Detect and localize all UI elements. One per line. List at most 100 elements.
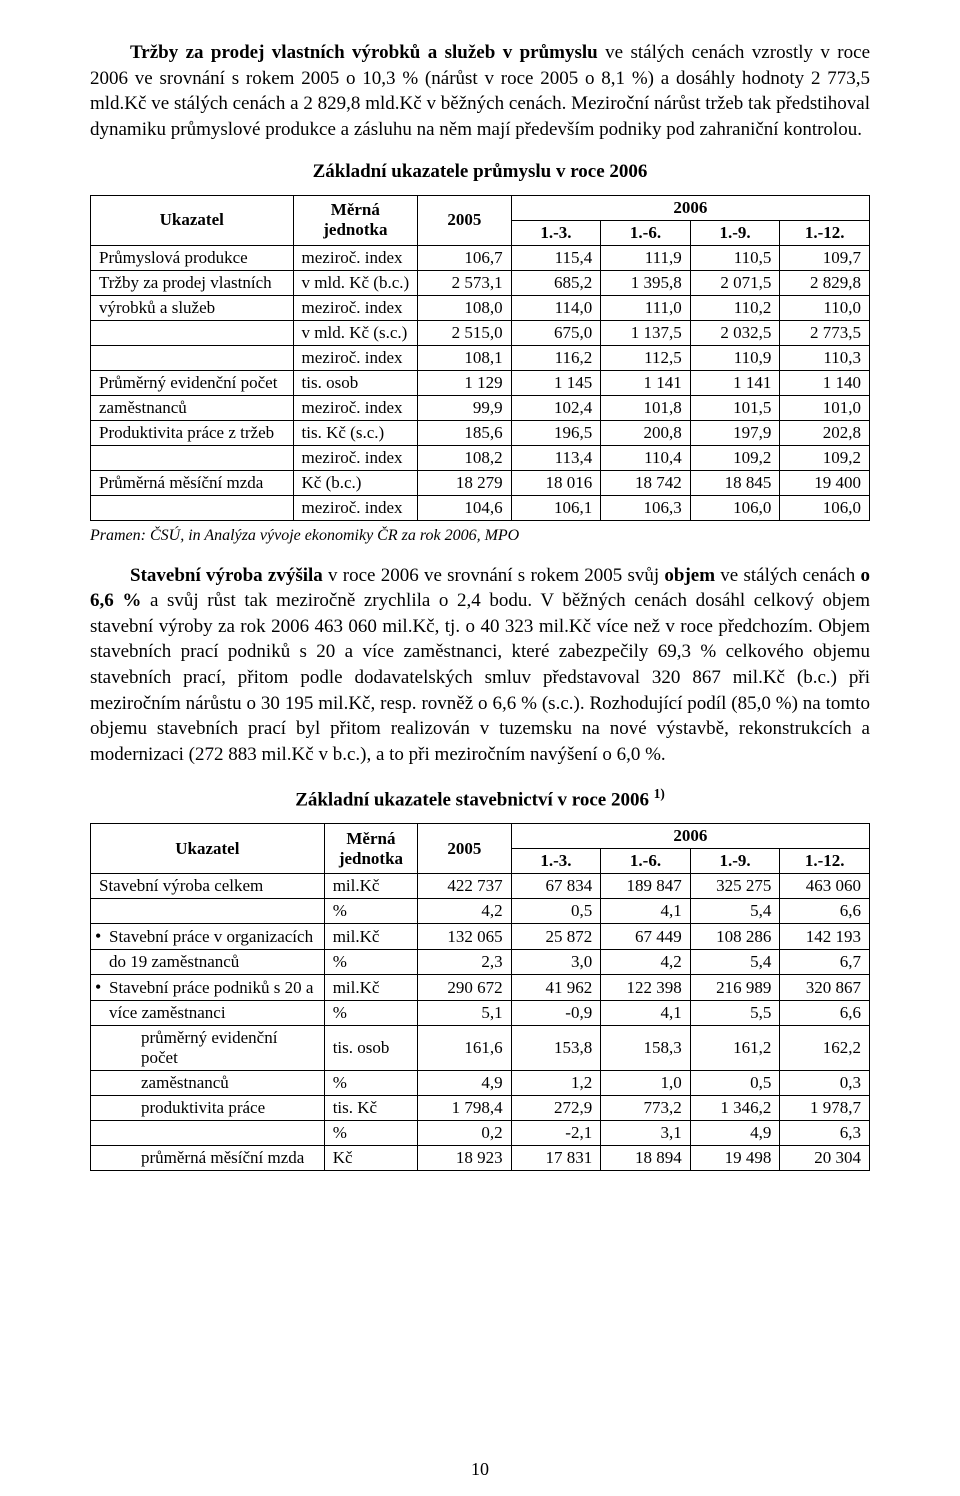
row-q3: 110,5 [690,245,780,270]
row-q2: 110,4 [601,445,691,470]
row-q4: 110,0 [780,295,870,320]
table-row: meziroč. index108,1116,2112,5110,9110,3 [91,345,870,370]
th2-q2: 1.-6. [601,849,691,874]
table-row: Průmyslová produkcemeziroč. index106,711… [91,245,870,270]
table-row: %0,2-2,13,14,96,3 [91,1121,870,1146]
row-q4: 6,6 [780,1001,870,1026]
table-row: Průměrná měsíční mzdaKč (b.c.)18 27918 0… [91,470,870,495]
row-q4: 463 060 [780,874,870,899]
row-q1: 25 872 [511,924,601,950]
row-q4: 2 773,5 [780,320,870,345]
row-q3: 2 032,5 [690,320,780,345]
row-q1: 3,0 [511,950,601,975]
row-label [91,445,294,470]
row-q4: 6,7 [780,950,870,975]
row-q3: 110,9 [690,345,780,370]
row-q1: 0,5 [511,899,601,924]
row-label: zaměstnanců [91,1071,325,1096]
row-label [91,345,294,370]
row-q3: 5,4 [690,950,780,975]
th2-q1: 1.-3. [511,849,601,874]
row-q2: 1,0 [601,1071,691,1096]
row-2005: 2 573,1 [418,270,511,295]
row-unit: mil.Kč [324,975,417,1001]
row-label: do 19 zaměstnanců [91,950,325,975]
row-2005: 2 515,0 [418,320,511,345]
row-q2: 112,5 [601,345,691,370]
table-row: více zaměstnanci%5,1-0,94,15,56,6 [91,1001,870,1026]
row-q2: 4,1 [601,899,691,924]
row-2005: 99,9 [418,395,511,420]
row-unit: % [324,1121,417,1146]
row-q4: 0,3 [780,1071,870,1096]
row-q1: 196,5 [511,420,601,445]
row-unit: % [324,1001,417,1026]
row-label: Tržby za prodej vlastních [91,270,294,295]
row-q3: 216 989 [690,975,780,1001]
paragraph-intro: Tržby za prodej vlastních výrobků a služ… [90,40,870,143]
row-q1: 113,4 [511,445,601,470]
row-unit: meziroč. index [293,295,418,320]
row-q1: 685,2 [511,270,601,295]
row-label: výrobků a služeb [91,295,294,320]
row-q4: 109,7 [780,245,870,270]
row-q4: 142 193 [780,924,870,950]
row-q1: -2,1 [511,1121,601,1146]
table-row: Stavební práce v organizacíchmil.Kč132 0… [91,924,870,950]
row-q1: 17 831 [511,1146,601,1171]
table-construction: Ukazatel Měrná jednotka 2005 2006 1.-3. … [90,823,870,1171]
row-unit: v mld. Kč (b.c.) [293,270,418,295]
row-q3: 101,5 [690,395,780,420]
row-2005: 4,2 [418,899,511,924]
row-q1: 67 834 [511,874,601,899]
row-label: průměrná měsíční mzda [91,1146,325,1171]
row-2005: 132 065 [418,924,511,950]
row-unit: meziroč. index [293,445,418,470]
row-q2: 111,9 [601,245,691,270]
row-2005: 4,9 [418,1071,511,1096]
row-q2: 4,1 [601,1001,691,1026]
row-q1: 153,8 [511,1026,601,1071]
table1-source: Pramen: ČSÚ, in Analýza vývoje ekonomiky… [90,527,870,545]
th2-2005: 2005 [418,824,511,874]
row-q3: 2 071,5 [690,270,780,295]
table2-title: Základní ukazatele stavebnictví v roce 2… [90,786,870,811]
row-q3: 108 286 [690,924,780,950]
row-q2: 4,2 [601,950,691,975]
row-unit: % [324,950,417,975]
th-2005: 2005 [418,195,511,245]
row-label: Produktivita práce z tržeb [91,420,294,445]
row-unit: v mld. Kč (s.c.) [293,320,418,345]
table-row: průměrná měsíční mzdaKč18 92317 83118 89… [91,1146,870,1171]
row-q4: 1 140 [780,370,870,395]
row-2005: 106,7 [418,245,511,270]
table-row: meziroč. index108,2113,4110,4109,2109,2 [91,445,870,470]
row-unit: Kč [324,1146,417,1171]
row-q2: 67 449 [601,924,691,950]
th2-ukazatel: Ukazatel [91,824,325,874]
row-q4: 320 867 [780,975,870,1001]
row-q3: 197,9 [690,420,780,445]
row-q2: 18 742 [601,470,691,495]
row-q3: 106,0 [690,495,780,520]
th-q3: 1.-9. [690,220,780,245]
table-row: Průměrný evidenční počettis. osob1 1291 … [91,370,870,395]
row-q2: 101,8 [601,395,691,420]
row-q4: 20 304 [780,1146,870,1171]
row-q2: 3,1 [601,1121,691,1146]
row-unit: meziroč. index [293,495,418,520]
row-unit: Kč (b.c.) [293,470,418,495]
row-label: Průměrný evidenční počet [91,370,294,395]
row-unit: % [324,899,417,924]
row-unit: mil.Kč [324,924,417,950]
th-q4: 1.-12. [780,220,870,245]
row-2005: 18 279 [418,470,511,495]
row-unit: meziroč. index [293,245,418,270]
table-row: Stavební výroba celkemmil.Kč422 73767 83… [91,874,870,899]
row-q2: 122 398 [601,975,691,1001]
row-q4: 1 978,7 [780,1096,870,1121]
row-2005: 108,0 [418,295,511,320]
row-q4: 101,0 [780,395,870,420]
table-row: produktivita prácetis. Kč1 798,4272,9773… [91,1096,870,1121]
row-label: Stavební výroba celkem [91,874,325,899]
